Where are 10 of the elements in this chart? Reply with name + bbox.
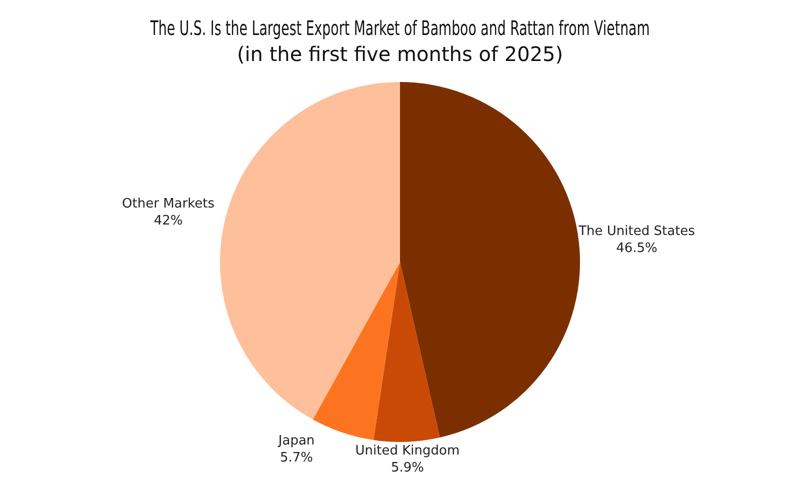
data-label: 5.7% <box>280 450 314 466</box>
data-label: 5.9% <box>390 460 424 476</box>
chart-subtitle: (in the first five months of 2025) <box>236 42 564 66</box>
slice-label: Other Markets <box>122 196 215 212</box>
data-label: 46.5% <box>616 240 658 256</box>
slice-label: The United States <box>578 224 696 239</box>
chart-title: The U.S. Is the Largest Export Market of Bamboo and Rattan from Vietnam <box>149 18 650 42</box>
data-label: 42% <box>154 213 183 228</box>
slice-label: United Kingdom <box>355 444 460 459</box>
slice-label: Japan <box>277 433 315 448</box>
